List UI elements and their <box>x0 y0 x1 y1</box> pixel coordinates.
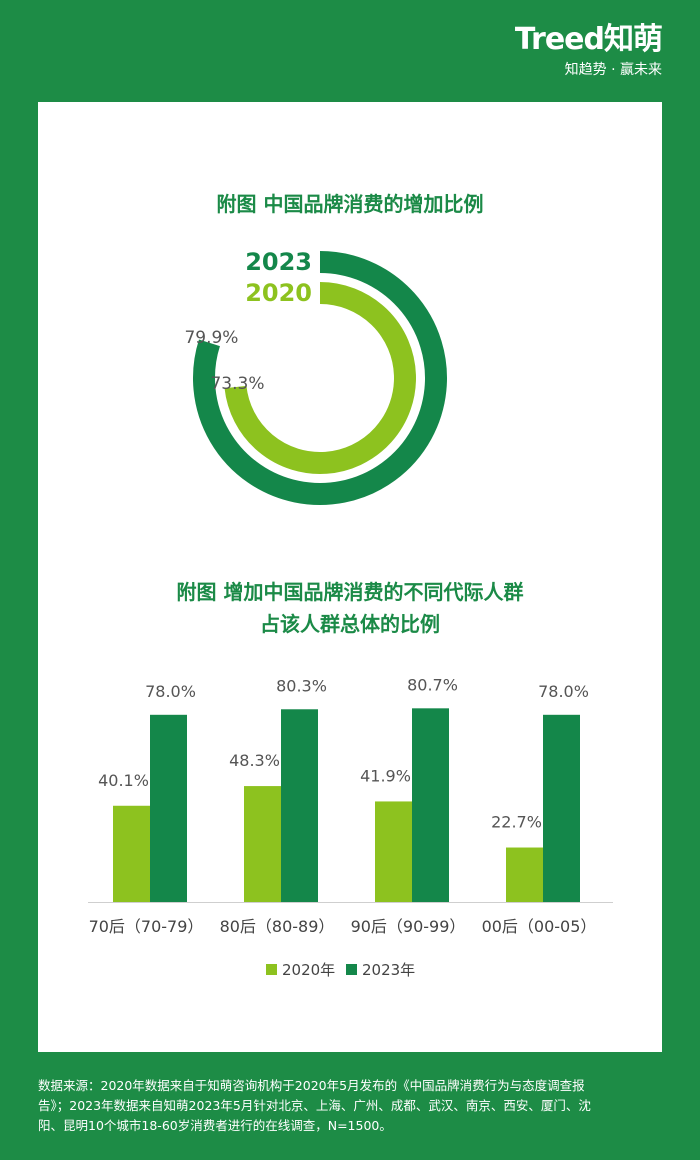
bar-label-2023-2: 80.7% <box>407 675 458 694</box>
bar-2020-3 <box>506 847 543 902</box>
bar-2020-0 <box>113 805 150 902</box>
ring-2020 <box>224 282 416 474</box>
bar-label-2023-0: 78.0% <box>145 682 196 701</box>
bar-2020-1 <box>244 786 281 902</box>
legend-swatch-0 <box>266 964 277 975</box>
legend-swatch-1 <box>346 964 357 975</box>
bar-2020-2 <box>375 801 412 902</box>
bar-chart: 40.1% 78.0% 70后（70-79） 48.3% 80.3% 80后（80-89）… <box>88 675 613 979</box>
bar-2023-2 <box>412 708 449 902</box>
brand-slogan: 知趋势 · 赢未来 <box>564 62 662 78</box>
bar-2023-0 <box>150 714 187 902</box>
bar-label-2023-1: 80.3% <box>276 676 327 695</box>
category-label-1: 80后（80-89） <box>220 917 335 936</box>
category-label-3: 00后（00-05） <box>482 917 597 936</box>
legend-label-0: 2020年 <box>282 961 335 979</box>
data-source-note: 数据来源：2020年数据来自于知萌咨询机构于2020年5月发布的《中国品牌消费行… <box>38 1076 662 1136</box>
ring-value-2023: 79.9% <box>184 328 238 348</box>
bar-chart-title-line-1: 附图 增加中国品牌消费的不同代际人群 <box>176 580 524 604</box>
bar-2023-1 <box>281 709 318 902</box>
content-card: 附图 中国品牌消费的增加比例 2023 79.9% 2020 73.3% 附图 增加中… <box>38 102 662 1052</box>
bar-label-2020-2: 41.9% <box>360 766 411 785</box>
ring-label-2020: 2020 <box>245 279 312 307</box>
ring-value-2020: 73.3% <box>210 374 264 394</box>
ring-label-2023: 2023 <box>245 248 312 276</box>
category-label-0: 70后（70-79） <box>89 917 204 936</box>
legend-label-1: 2023年 <box>362 961 415 979</box>
bar-label-2020-1: 48.3% <box>229 751 280 770</box>
brand-block: Treed知萌 知趋势 · 赢未来 <box>462 22 663 80</box>
footer-line-2: 告》；2023年数据来自知萌2023年5月针对北京、上海、广州、成都、武汉、南京… <box>38 1098 591 1113</box>
footer-line-3: 阳、昆明10个城市18-60岁消费者进行的在线调查，N=1500。 <box>38 1118 392 1133</box>
bar-2023-3 <box>543 714 580 902</box>
bar-label-2023-3: 78.0% <box>538 682 589 701</box>
radial-chart-title: 附图 中国品牌消费的增加比例 <box>216 192 484 216</box>
footer-line-1: 数据来源：2020年数据来自于知萌咨询机构于2020年5月发布的《中国品牌消费行… <box>38 1078 585 1093</box>
radial-chart: 2023 79.9% 2020 73.3% <box>184 248 447 505</box>
bar-label-2020-3: 22.7% <box>491 813 542 832</box>
brand-logo: Treed知萌 <box>514 22 663 57</box>
bar-chart-title-line-2: 占该人群总体的比例 <box>260 612 440 636</box>
bar-label-2020-0: 40.1% <box>98 771 149 790</box>
ring-2023 <box>193 251 447 505</box>
category-label-2: 90后（90-99） <box>351 917 466 936</box>
bar-chart-title: 附图 增加中国品牌消费的不同代际人群 占该人群总体的比例 <box>38 576 662 640</box>
